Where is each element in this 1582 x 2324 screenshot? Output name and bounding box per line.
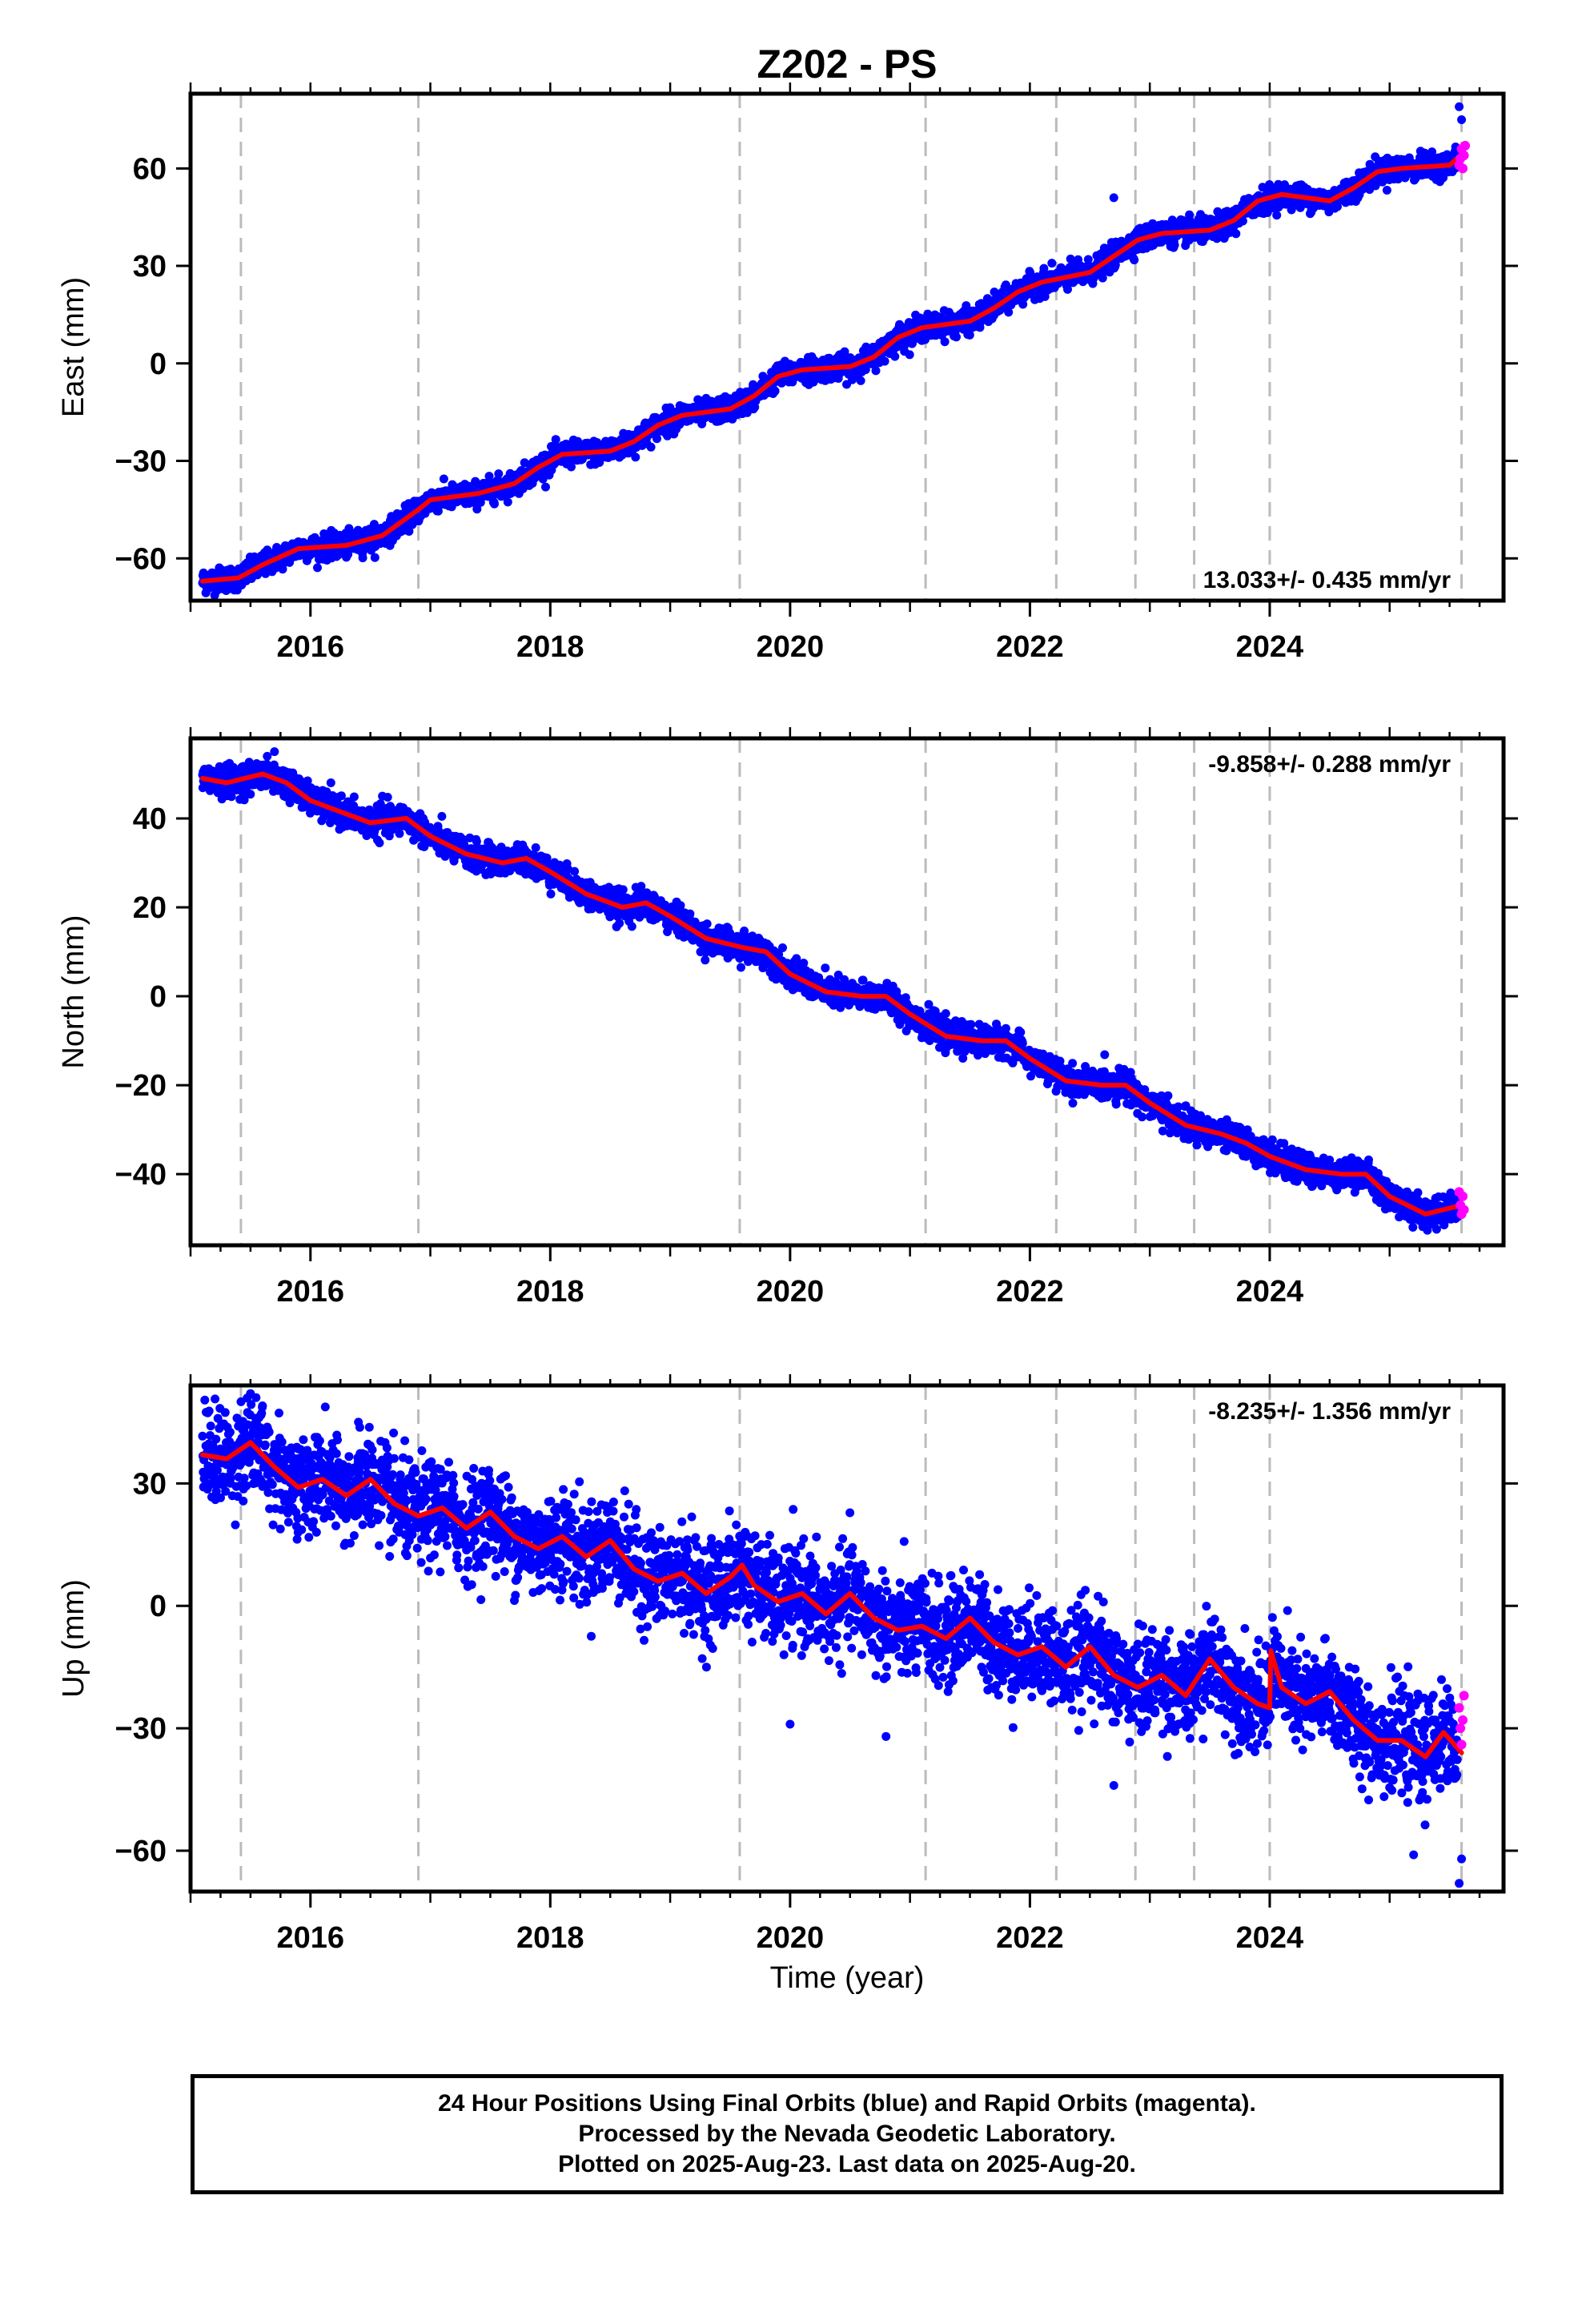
final-point	[908, 339, 917, 348]
final-point	[856, 376, 865, 385]
final-point	[336, 791, 346, 801]
final-point	[326, 818, 335, 827]
outlier-point	[1457, 115, 1467, 124]
final-point	[375, 838, 384, 847]
final-point	[631, 452, 640, 462]
final-point	[990, 287, 999, 297]
final-point	[472, 505, 482, 514]
final-point	[871, 366, 881, 376]
y-tick-label: −30	[115, 445, 167, 479]
final-point	[313, 563, 322, 573]
final-point	[652, 434, 661, 444]
final-point	[1272, 211, 1282, 220]
final-point	[880, 356, 889, 366]
final-point	[1231, 229, 1241, 239]
final-point	[1130, 255, 1139, 265]
final-point	[404, 527, 414, 536]
final-point	[239, 795, 249, 805]
final-point	[905, 350, 914, 360]
final-point	[263, 751, 272, 761]
final-point	[1382, 186, 1391, 195]
final-point	[1083, 255, 1093, 264]
x-tick-label: 2024	[1236, 630, 1304, 664]
final-point	[1110, 260, 1120, 270]
x-tick-label: 2018	[516, 630, 584, 664]
y-tick-label: −60	[115, 542, 167, 576]
final-point	[1004, 308, 1014, 317]
final-point	[890, 352, 900, 361]
y-tick-label: 60	[133, 152, 167, 186]
model-trend-line	[200, 150, 1467, 584]
final-point	[395, 829, 404, 838]
final-point	[215, 762, 224, 771]
final-point	[437, 811, 447, 821]
x-tick-label: 2022	[996, 630, 1064, 664]
final-point	[551, 435, 560, 444]
plot-area	[198, 738, 1469, 1245]
final-point	[770, 386, 780, 396]
rapid-point	[1460, 140, 1471, 151]
final-point	[962, 301, 971, 311]
final-point	[343, 549, 353, 559]
final-point	[1170, 240, 1179, 250]
plot-frame	[188, 91, 1506, 603]
final-point	[246, 790, 255, 799]
final-point	[1047, 259, 1057, 268]
rapid-point	[1458, 163, 1468, 174]
y-axis-label: East (mm)	[57, 277, 90, 417]
final-point	[303, 776, 312, 786]
final-point	[1238, 216, 1247, 226]
final-point	[490, 499, 499, 509]
y-tick-label: 0	[150, 348, 167, 381]
final-point	[439, 474, 448, 484]
final-point	[940, 337, 950, 347]
final-orbit-points	[198, 102, 1467, 600]
final-point	[344, 524, 354, 533]
final-point	[1001, 280, 1010, 290]
east-panel: 2016 2018 2020 2022 2024 −60 −30 0 30 60 East (mm)…	[57, 82, 1518, 664]
final-point	[952, 332, 961, 342]
final-point	[494, 469, 504, 479]
final-point	[1018, 300, 1028, 309]
final-point	[326, 778, 335, 787]
final-point	[349, 792, 359, 802]
final-point	[965, 330, 974, 340]
final-point	[472, 837, 481, 846]
final-point	[567, 462, 576, 472]
final-point	[227, 792, 236, 802]
chart-title: Z202 - PS	[757, 42, 937, 86]
velocity-rate-label: 13.033+/- 0.435 mm/yr	[1203, 567, 1452, 593]
final-point	[1063, 284, 1072, 294]
plot-area	[198, 94, 1471, 601]
rapid-orbit-points	[1454, 140, 1471, 174]
x-tick-label: 2016	[276, 630, 344, 664]
y-tick-label: 30	[133, 250, 167, 283]
final-point	[541, 482, 550, 492]
outlier-point	[1455, 102, 1464, 111]
final-point	[370, 553, 379, 562]
rapid-point	[1459, 151, 1469, 161]
final-point	[1039, 263, 1049, 273]
final-point	[285, 798, 295, 807]
final-point	[503, 497, 512, 507]
x-tick-label: 2020	[757, 630, 825, 664]
outlier-point	[1109, 193, 1118, 203]
final-point	[433, 506, 443, 516]
final-point	[646, 442, 656, 452]
final-point	[358, 553, 367, 563]
